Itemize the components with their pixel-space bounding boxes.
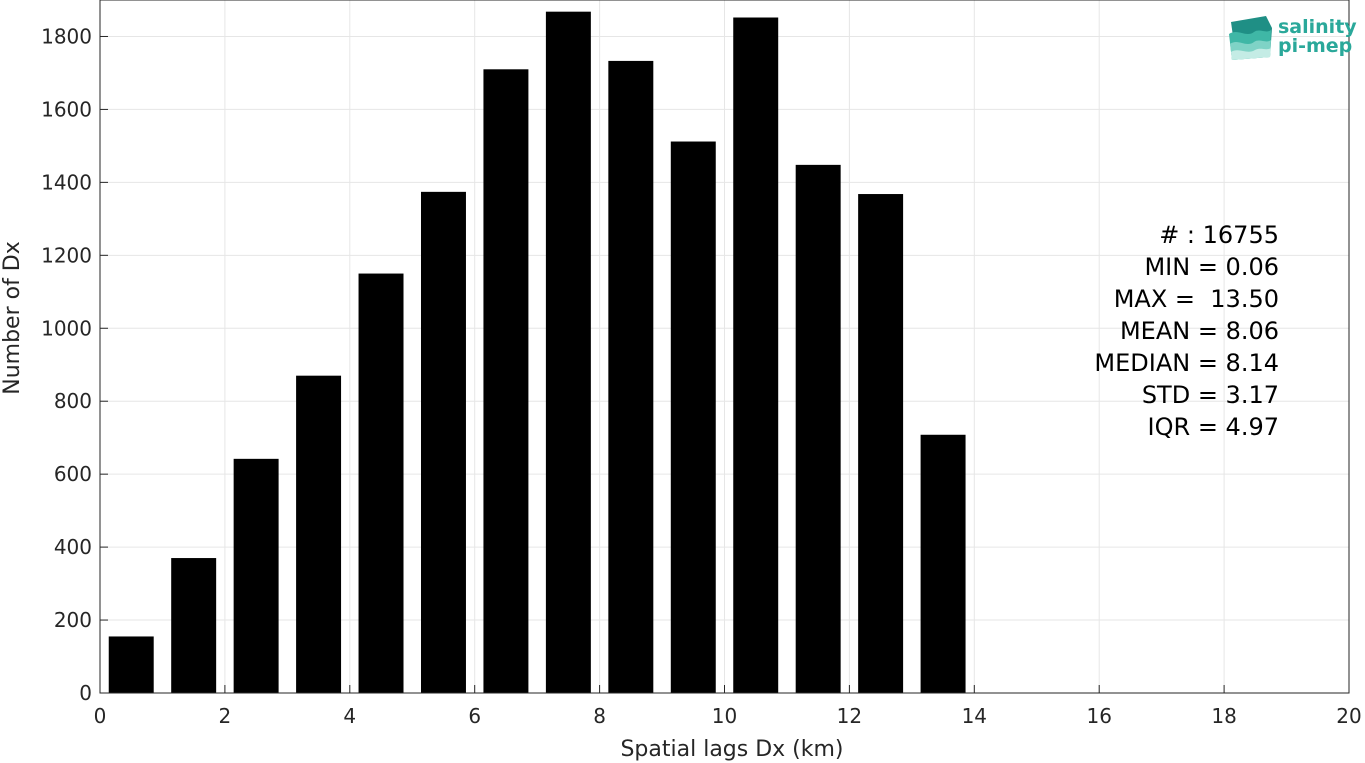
histogram-bar <box>171 558 217 693</box>
x-axis-ticks: 0 2 4 6 8 10 12 14 16 18 20 <box>94 685 1362 728</box>
wave-logo-icon <box>1229 16 1272 60</box>
logo-text-salinity: salinity <box>1278 16 1357 38</box>
x-tick-label: 16 <box>1086 704 1111 728</box>
histogram-bar <box>296 375 342 693</box>
x-tick-label: 8 <box>593 704 606 728</box>
y-tick-label: 1000 <box>41 316 92 340</box>
x-tick-label: 0 <box>94 704 107 728</box>
stat-iqr: IQR = 4.97 <box>1148 413 1279 441</box>
y-tick-label: 800 <box>54 389 92 413</box>
histogram-bar <box>420 191 466 694</box>
histogram-bar <box>608 60 654 693</box>
stat-max: MAX = 13.50 <box>1114 285 1279 313</box>
x-tick-label: 20 <box>1336 704 1361 728</box>
histogram-bar <box>858 194 904 694</box>
x-tick-label: 10 <box>712 704 737 728</box>
histogram-bar <box>733 17 779 693</box>
stats-box: # : 16755 MIN = 0.06 MAX = 13.50 MEAN = … <box>1094 221 1279 441</box>
histogram-bar <box>670 141 716 694</box>
y-tick-label: 1800 <box>41 24 92 48</box>
y-tick-label: 1400 <box>41 170 92 194</box>
stat-mean: MEAN = 8.06 <box>1120 317 1279 345</box>
x-tick-label: 6 <box>468 704 481 728</box>
grid-lines <box>99 0 1350 694</box>
stat-median: MEDIAN = 8.14 <box>1094 349 1279 377</box>
stat-std: STD = 3.17 <box>1142 381 1279 409</box>
histogram-bar <box>483 69 529 694</box>
y-tick-label: 0 <box>79 681 92 705</box>
stat-count: # : 16755 <box>1159 221 1279 249</box>
histogram-bar <box>108 636 154 693</box>
stat-min: MIN = 0.06 <box>1144 253 1279 281</box>
x-tick-label: 12 <box>837 704 862 728</box>
bars <box>108 11 966 694</box>
y-tick-label: 1200 <box>41 243 92 267</box>
x-tick-label: 2 <box>219 704 232 728</box>
y-axis-title: Number of Dx <box>0 241 25 395</box>
y-tick-label: 200 <box>54 608 92 632</box>
x-tick-label: 14 <box>962 704 987 728</box>
histogram-bar <box>545 11 591 694</box>
histogram-bar <box>795 164 841 693</box>
histogram-bar <box>358 273 404 693</box>
y-tick-label: 600 <box>54 462 92 486</box>
x-tick-label: 4 <box>343 704 356 728</box>
histogram-bar <box>233 458 279 693</box>
y-tick-label: 400 <box>54 535 92 559</box>
x-tick-label: 18 <box>1211 704 1236 728</box>
histogram-bar <box>920 434 966 693</box>
x-axis-title: Spatial lags Dx (km) <box>620 737 843 762</box>
y-axis-ticks: 0 200 400 600 800 1000 1200 1400 1600 1800 <box>41 24 108 705</box>
y-tick-label: 1600 <box>41 97 92 121</box>
logo-text-pimep: pi-mep <box>1278 35 1352 57</box>
salinity-pimep-logo: salinity pi-mep <box>1229 16 1357 60</box>
